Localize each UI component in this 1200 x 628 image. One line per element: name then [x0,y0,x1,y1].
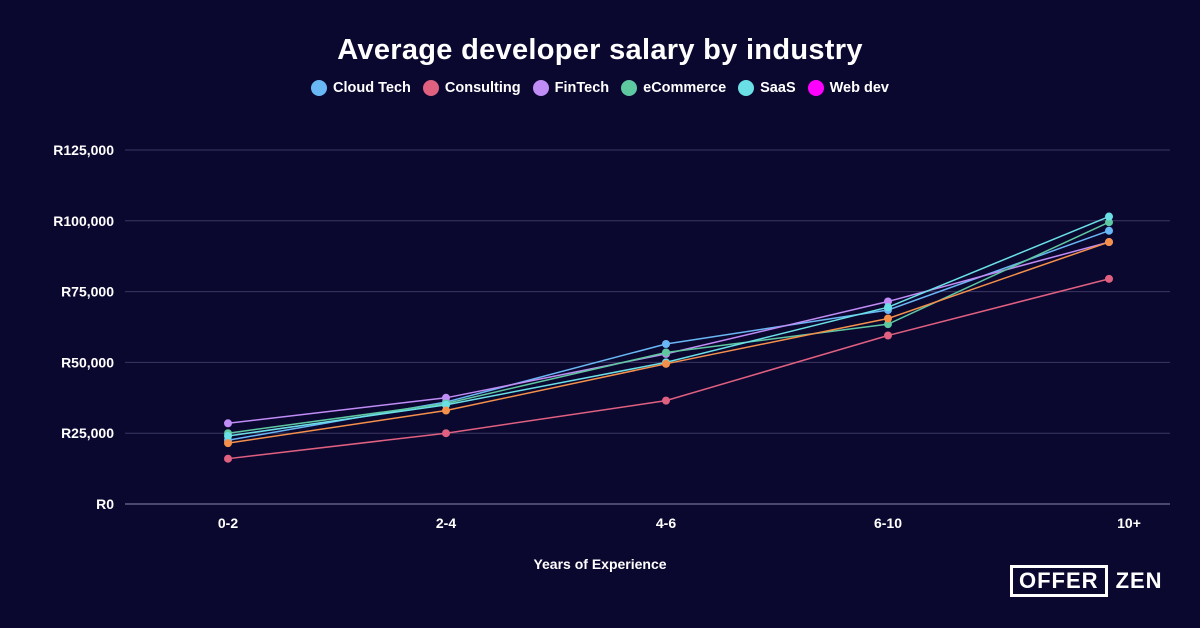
x-tick-label: 4-6 [656,515,676,531]
y-tick-label: R125,000 [53,142,114,158]
data-point-saas[interactable] [442,400,450,409]
x-axis-title: Years of Experience [533,556,666,572]
legend-item-cloud-tech[interactable]: Cloud Tech [311,80,411,96]
x-tick-label: 6-10 [874,515,902,531]
data-point-consulting[interactable] [884,331,892,340]
series-lines [224,212,1113,463]
offerzen-logo: OFFER ZEN [1010,565,1163,597]
data-point-consulting[interactable] [662,396,670,405]
y-tick-label: R0 [96,496,114,512]
legend-item-saas[interactable]: SaaS [738,80,796,96]
y-tick-label: R50,000 [61,354,114,370]
data-point-web-dev[interactable] [442,406,450,415]
data-point-consulting[interactable] [442,429,450,438]
data-point-cloud-tech[interactable] [662,339,670,348]
data-point-fintech[interactable] [224,419,232,428]
x-tick-label: 10+ [1117,515,1141,531]
y-axis-ticks: R0 R25,000 R50,000 R75,000 R100,000 R125,000 [53,142,114,512]
x-tick-label: 0-2 [218,515,238,531]
data-point-web-dev[interactable] [884,314,892,323]
data-point-web-dev[interactable] [1105,238,1113,247]
data-point-saas[interactable] [224,432,232,441]
data-point-consulting[interactable] [224,454,232,463]
series-line-consulting [227,278,1110,460]
legend-label-fintech: FinTech [554,80,610,96]
legend-item-fintech[interactable]: FinTech [532,80,610,96]
series-saas [224,212,1113,441]
legend-label-ecommerce: eCommerce [643,80,727,96]
data-point-ecommerce[interactable] [662,348,670,357]
data-point-web-dev[interactable] [662,359,670,368]
legend: Cloud Tech Consulting FinTech eCommerce … [0,80,1200,96]
legend-label-web-dev: Web dev [829,80,889,96]
logo-boxed-text: OFFER [1010,565,1108,597]
legend-item-consulting[interactable]: Consulting [422,80,521,96]
logo-rest-text: ZEN [1115,568,1163,593]
legend-swatch-web-dev [807,80,824,96]
legend-swatch-ecommerce [621,80,638,96]
data-point-fintech[interactable] [884,297,892,306]
chart-title: Average developer salary by industry [337,34,863,66]
legend-swatch-fintech [532,80,549,96]
x-tick-label: 2-4 [436,515,456,531]
series-line-cloud-tech [227,230,1110,442]
data-point-fintech[interactable] [442,393,450,402]
legend-label-cloud-tech: Cloud Tech [333,80,411,96]
data-point-ecommerce[interactable] [884,320,892,329]
y-tick-label: R100,000 [53,213,114,229]
data-point-ecommerce[interactable] [1105,218,1113,227]
series-line-fintech [227,241,1110,425]
data-point-web-dev[interactable] [224,439,232,448]
x-axis-ticks: 0-2 2-4 4-6 6-10 10+ [218,515,1141,531]
legend-label-consulting: Consulting [444,80,521,96]
series-consulting [224,274,1113,463]
legend-item-ecommerce[interactable]: eCommerce [621,80,726,96]
series-ecommerce [224,218,1113,438]
data-point-consulting[interactable] [1105,274,1113,283]
data-point-saas[interactable] [884,303,892,312]
series-web-dev [224,238,1113,448]
legend-item-web-dev[interactable]: Web dev [807,80,889,96]
series-cloud-tech [224,226,1113,445]
gridlines [125,149,1170,505]
legend-swatch-consulting [422,80,439,96]
data-point-saas[interactable] [1105,212,1113,221]
data-point-cloud-tech[interactable] [1105,226,1113,235]
legend-swatch-cloud-tech [311,80,328,96]
y-tick-label: R25,000 [61,425,114,441]
legend-swatch-saas [738,80,755,96]
legend-label-saas: SaaS [760,80,796,96]
y-tick-label: R75,000 [61,284,114,300]
